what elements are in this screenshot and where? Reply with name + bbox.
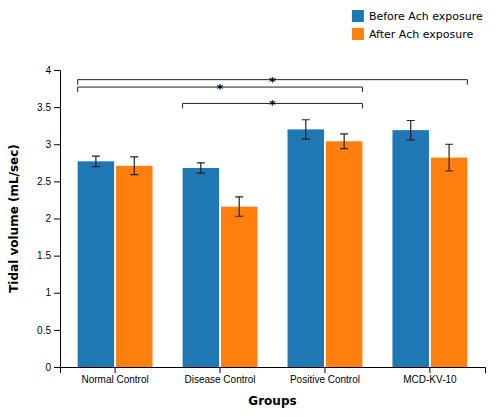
x-tick-label: MCD-KV-10 — [403, 374, 457, 385]
bar — [392, 130, 428, 367]
legend-label: After Ach exposure — [369, 28, 474, 41]
y-tick: 1 — [45, 287, 60, 298]
error-bar — [340, 134, 348, 149]
y-tick-mark — [54, 293, 60, 294]
bar — [221, 207, 257, 367]
bar — [431, 158, 467, 367]
x-tick: Normal Control — [81, 367, 148, 385]
y-tick-label: 3.5 — [37, 102, 51, 113]
legend-swatch — [352, 10, 364, 22]
y-tick-mark — [54, 107, 60, 108]
y-tick-label: 2.5 — [37, 176, 51, 187]
y-tick-label: 0.5 — [37, 325, 51, 336]
annotations: * * * — [78, 74, 468, 113]
x-tick-label: Positive Control — [290, 374, 360, 385]
y-tick-label: 2 — [45, 213, 51, 224]
x-tick-label: Normal Control — [81, 374, 148, 385]
error-bar — [197, 163, 205, 173]
legend-swatch — [352, 28, 364, 40]
x-tick-mark — [324, 367, 325, 373]
x-tick-mark — [429, 367, 430, 373]
y-axis: 0 0.5 1 1.5 2 2.5 3 3.5 4 — [37, 65, 60, 373]
x-tick-mark — [220, 367, 221, 373]
axis-line — [54, 71, 61, 368]
y-tick: 0.5 — [37, 325, 60, 336]
x-tick-mark — [115, 367, 116, 373]
annotation: * — [217, 81, 224, 96]
annotation: * — [269, 97, 276, 112]
y-tick-label: 3 — [45, 139, 51, 150]
y-tick: 4 — [45, 65, 60, 76]
chart: 0 0.5 1 1.5 2 2.5 3 3.5 4 Normal Control Disease C… — [0, 0, 500, 417]
y-tick-mark — [54, 144, 60, 145]
y-tick-label: 1 — [45, 287, 51, 298]
error-bar — [92, 156, 100, 166]
y-axis-title: Tidal volume (mL/sec) — [7, 144, 21, 293]
y-tick-label: 0 — [45, 362, 51, 373]
series — [116, 134, 467, 367]
y-tick: 0 — [45, 362, 60, 373]
annotation: * — [269, 74, 276, 89]
y-tick: 3 — [45, 139, 60, 150]
y-tick-mark — [54, 219, 60, 220]
y-tick-mark — [54, 256, 60, 257]
error-bar — [235, 197, 243, 216]
x-tick: Disease Control — [184, 367, 255, 385]
marks — [78, 120, 468, 367]
bar — [326, 141, 362, 367]
y-tick-mark — [54, 330, 60, 331]
legend-label: Before Ach exposure — [369, 10, 483, 23]
error-bar — [302, 120, 310, 139]
legend: Before Ach exposure After Ach exposure — [352, 10, 483, 41]
x-axis-title: Groups — [248, 394, 296, 408]
bar — [183, 168, 219, 367]
y-tick-label: 4 — [45, 65, 51, 76]
error-bar — [407, 120, 415, 139]
error-bar — [445, 144, 453, 171]
axis-line — [61, 368, 486, 374]
y-tick: 3.5 — [37, 102, 60, 113]
y-tick-mark — [54, 181, 60, 182]
y-tick-mark — [54, 367, 60, 368]
y-tick: 2 — [45, 213, 60, 224]
bar — [116, 166, 152, 367]
error-bar — [130, 157, 138, 175]
x-tick: Positive Control — [290, 367, 360, 385]
y-tick-label: 1.5 — [37, 250, 51, 261]
x-tick: MCD-KV-10 — [403, 367, 457, 385]
y-tick: 1.5 — [37, 250, 60, 261]
legend-item: After Ach exposure — [352, 28, 474, 41]
legend-item: Before Ach exposure — [352, 10, 483, 23]
plot-area: 0 0.5 1 1.5 2 2.5 3 3.5 4 Normal Control Disease C… — [7, 65, 486, 408]
bar — [288, 129, 324, 367]
y-tick-mark — [54, 70, 60, 71]
y-tick: 2.5 — [37, 176, 60, 187]
series — [78, 120, 429, 367]
bar — [78, 161, 114, 367]
x-tick-label: Disease Control — [184, 374, 255, 385]
x-axis: Normal Control Disease Control Positive Co… — [61, 367, 486, 385]
